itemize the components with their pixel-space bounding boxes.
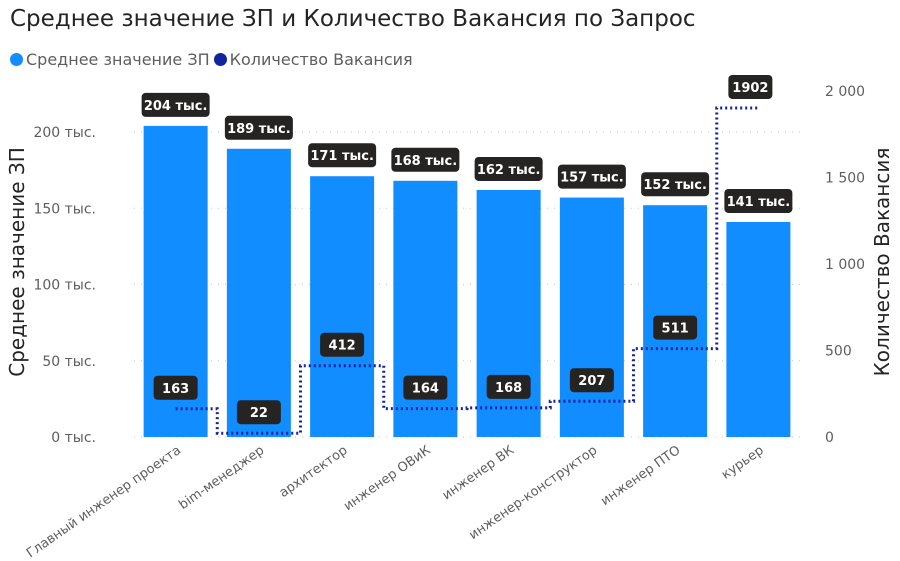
- line-data-label: 1902: [728, 74, 773, 99]
- x-category-label: инженер ВК: [440, 443, 517, 503]
- y-left-axis-title: Среднее значение ЗП: [5, 147, 29, 377]
- legend: Среднее значение ЗП Количество Вакансия: [10, 50, 417, 69]
- bar-data-label-text: 162 тыс.: [477, 163, 541, 178]
- y-left-tick-label: 0 тыс.: [51, 430, 96, 446]
- bar-data-label: 168 тыс.: [391, 147, 460, 172]
- bar-data-label: 204 тыс.: [141, 92, 210, 117]
- y-left-tick-label: 150 тыс.: [33, 201, 96, 217]
- x-category-label: Главный инженер проекта: [24, 443, 184, 561]
- bar-data-label-text: 141 тыс.: [727, 195, 791, 210]
- line-data-label: 168: [486, 374, 531, 399]
- line-data-label-box: [653, 315, 698, 340]
- y-right-tick-label: 2 000: [825, 84, 865, 100]
- bar-data-label-text: 204 тыс.: [144, 99, 208, 114]
- line-data-label-text: 163: [162, 382, 189, 397]
- line-data-label: 164: [403, 375, 448, 400]
- bar-data-label-text: 168 тыс.: [394, 154, 458, 169]
- y-left-tick-label: 50 тыс.: [42, 354, 96, 370]
- legend-swatch-vacancies: [213, 53, 227, 66]
- line-data-label-text: 1902: [732, 81, 768, 96]
- bar-data-label-text: 152 тыс.: [643, 178, 707, 193]
- y-left-tick-label: 100 тыс.: [33, 278, 96, 294]
- bar-data-label-box: [141, 92, 210, 117]
- y-right-tick-label: 0: [825, 430, 834, 446]
- line-data-label-text: 207: [578, 374, 605, 389]
- legend-item-salary[interactable]: Среднее значение ЗП: [10, 50, 210, 69]
- bar: [226, 148, 291, 437]
- line-data-label-box: [728, 74, 773, 99]
- bar: [559, 197, 624, 437]
- bar: [726, 221, 791, 437]
- y-right-tick-label: 1 500: [825, 171, 865, 187]
- line-data-label-text: 164: [412, 382, 439, 397]
- line-data-label-text: 22: [250, 406, 268, 421]
- line-data-label-box: [153, 375, 198, 400]
- bar-data-label: 189 тыс.: [224, 115, 293, 140]
- bar-data-label-text: 157 тыс.: [560, 171, 624, 186]
- legend-item-vacancies[interactable]: Количество Вакансия: [213, 50, 413, 69]
- line-data-label: 412: [320, 332, 365, 357]
- line-data-label: 163: [153, 375, 198, 400]
- line-data-label-text: 168: [495, 381, 522, 396]
- x-category-label: bim-менеджер: [176, 443, 267, 513]
- bar-data-label: 141 тыс.: [724, 188, 793, 213]
- y-right-axis-title: Количество Вакансия: [870, 148, 894, 377]
- bar-data-label-text: 189 тыс.: [227, 122, 291, 137]
- bar-data-label: 157 тыс.: [557, 164, 626, 189]
- x-category-label: архитектор: [277, 443, 351, 501]
- bar-data-label-box: [224, 115, 293, 140]
- line-data-label-box: [236, 400, 281, 425]
- bar-data-label: 171 тыс.: [308, 143, 377, 168]
- bar-data-label-box: [641, 172, 710, 197]
- y-right-tick-label: 1 000: [825, 257, 865, 273]
- bar-data-label-box: [391, 147, 460, 172]
- line-data-label-text: 511: [662, 322, 689, 337]
- chart-title: Среднее значение ЗП и Количество Ваканси…: [10, 6, 696, 32]
- bar-data-label-box: [474, 156, 543, 181]
- legend-label-salary: Среднее значение ЗП: [26, 50, 210, 69]
- legend-swatch-salary: [10, 53, 23, 66]
- x-category-label: инженер ПТО: [598, 443, 683, 509]
- line-data-label-box: [569, 368, 614, 393]
- vacancies-step-line: [175, 106, 759, 435]
- line-data-label: 511: [653, 315, 698, 340]
- x-category-label: курьер: [719, 443, 767, 483]
- y-left-tick-label: 200 тыс.: [33, 125, 96, 141]
- bar-data-label-text: 171 тыс.: [310, 149, 374, 164]
- line-data-label-box: [486, 374, 531, 399]
- y-right-tick-label: 500: [825, 344, 852, 360]
- bar-data-label-box: [557, 164, 626, 189]
- line-data-label-box: [320, 332, 365, 357]
- bar: [310, 176, 375, 437]
- line-data-label-text: 412: [329, 339, 356, 354]
- bar-data-label-box: [308, 143, 377, 168]
- bar-data-label: 152 тыс.: [641, 172, 710, 197]
- line-data-label: 207: [569, 368, 614, 393]
- bar-data-label-box: [724, 188, 793, 213]
- bar: [476, 189, 541, 437]
- line-data-label: 22: [236, 400, 281, 425]
- legend-label-vacancies: Количество Вакансия: [229, 50, 413, 69]
- x-category-label: инженер ОВиК: [341, 443, 433, 514]
- line-data-label-box: [403, 375, 448, 400]
- bar-data-label: 162 тыс.: [474, 156, 543, 181]
